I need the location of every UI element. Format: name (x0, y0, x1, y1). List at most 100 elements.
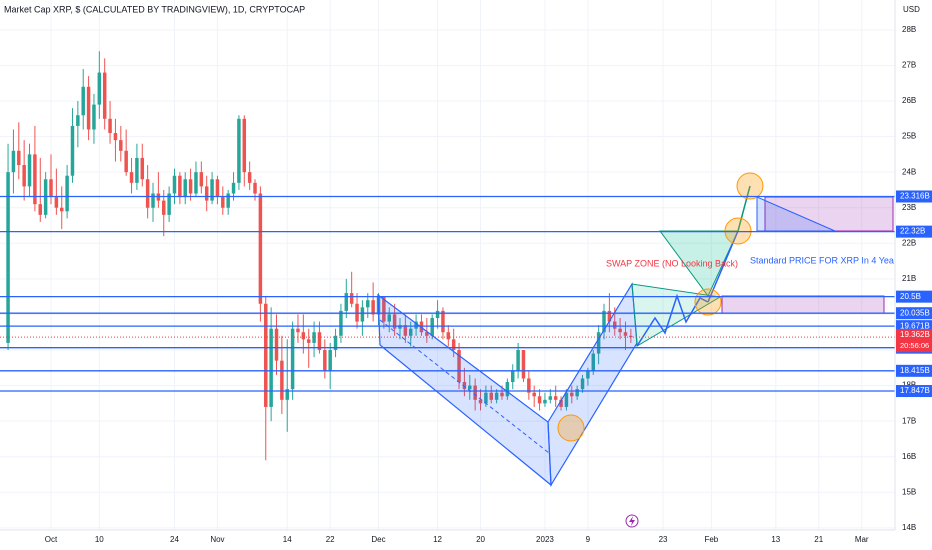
candle-body (510, 371, 515, 383)
candle-body (430, 318, 434, 336)
x-tick-label: Dec (371, 535, 385, 544)
candle-body (27, 154, 32, 187)
target-zone (764, 196, 894, 232)
currency-label: USD (903, 5, 920, 14)
x-tick-label: 20 (476, 535, 485, 544)
candle-body (323, 350, 327, 372)
candle-body (500, 392, 504, 397)
candle-body (559, 399, 563, 407)
y-tick-label: 16B (902, 452, 916, 461)
target-zone (721, 295, 885, 314)
candle-body (403, 325, 408, 336)
candle-body (264, 303, 268, 407)
candle-body (382, 296, 386, 322)
candle-body (537, 396, 542, 404)
grid (0, 0, 895, 530)
y-tick-label: 21B (902, 274, 916, 283)
candle-body (623, 332, 628, 336)
x-tick-label: 13 (771, 535, 780, 544)
candle-body (92, 104, 96, 130)
x-tick-label: 23 (659, 535, 668, 544)
axes: 14B15B16B17B18B19B20B21B22B23B24B25B26B2… (45, 25, 932, 544)
candle-body (81, 86, 85, 116)
candle-body (290, 328, 295, 390)
candle-body (151, 193, 155, 208)
candle-body (580, 378, 585, 390)
candle-body (274, 328, 279, 361)
candle-body (188, 179, 193, 194)
event-icon-bolt[interactable] (629, 516, 635, 526)
highlight-circle (694, 288, 722, 316)
candle-body (516, 350, 520, 372)
candle-body (478, 399, 483, 404)
level-label: 17.847B (900, 386, 930, 395)
level-label: 22.32B (900, 227, 925, 236)
levels (0, 195, 895, 392)
candle-body (596, 332, 601, 354)
candle-body (258, 193, 263, 304)
candle-body (548, 396, 553, 400)
candle-body (135, 157, 139, 183)
candle-body (484, 392, 488, 404)
candle-body (97, 72, 102, 105)
candle-body (247, 172, 252, 183)
candle-body (543, 399, 547, 404)
candle-body (591, 353, 596, 372)
candle-body (162, 200, 166, 215)
candle-body (527, 378, 531, 393)
y-tick-label: 26B (902, 96, 916, 105)
candle-body (210, 179, 214, 201)
y-tick-label: 25B (902, 132, 916, 141)
candle-body (65, 175, 69, 212)
candle-body (521, 350, 526, 379)
level-label: 19.671B (900, 321, 930, 330)
candle-body (183, 179, 187, 198)
candle-body (237, 118, 241, 183)
candle-body (586, 371, 590, 379)
candle-body (457, 350, 461, 383)
candle-body (33, 154, 37, 205)
candle-body (462, 382, 467, 390)
candle-body (199, 172, 204, 187)
candle-body (494, 392, 499, 400)
candle-body (371, 300, 375, 315)
candle-body (76, 115, 80, 126)
x-tick-label: 24 (170, 535, 179, 544)
level-label-box (896, 307, 932, 320)
candle-body (532, 392, 536, 397)
candle-body (119, 140, 123, 151)
candle-body (489, 392, 494, 400)
candle-body (607, 310, 612, 322)
candle-body (333, 335, 338, 351)
candle-body (301, 332, 306, 340)
x-tick-label: 10 (95, 535, 104, 544)
x-tick-label: 21 (814, 535, 823, 544)
candle-body (22, 165, 26, 187)
countdown-label: 20:56:06 (900, 341, 929, 350)
candle-body (70, 125, 75, 176)
candle-body (312, 332, 316, 343)
candle-body (49, 179, 53, 198)
candle-body (425, 332, 429, 336)
candle-body (360, 307, 365, 322)
candle-body (54, 197, 59, 208)
price-axis (895, 0, 932, 550)
candle-body (17, 150, 21, 166)
y-tick-label: 23B (902, 203, 916, 212)
candle-body (451, 339, 456, 351)
y-tick-label: 17B (902, 416, 916, 425)
x-tick-label: 2023 (536, 535, 554, 544)
level-label: 20.5B (900, 292, 921, 301)
projection-path (636, 293, 709, 347)
candle-body (59, 207, 64, 212)
candle-body (435, 310, 440, 318)
candle-body (129, 172, 134, 183)
candle-body (473, 385, 477, 400)
candle-body (392, 314, 397, 329)
last-price-box (896, 329, 932, 353)
candle-body (6, 172, 10, 343)
event-icon[interactable] (625, 514, 639, 528)
